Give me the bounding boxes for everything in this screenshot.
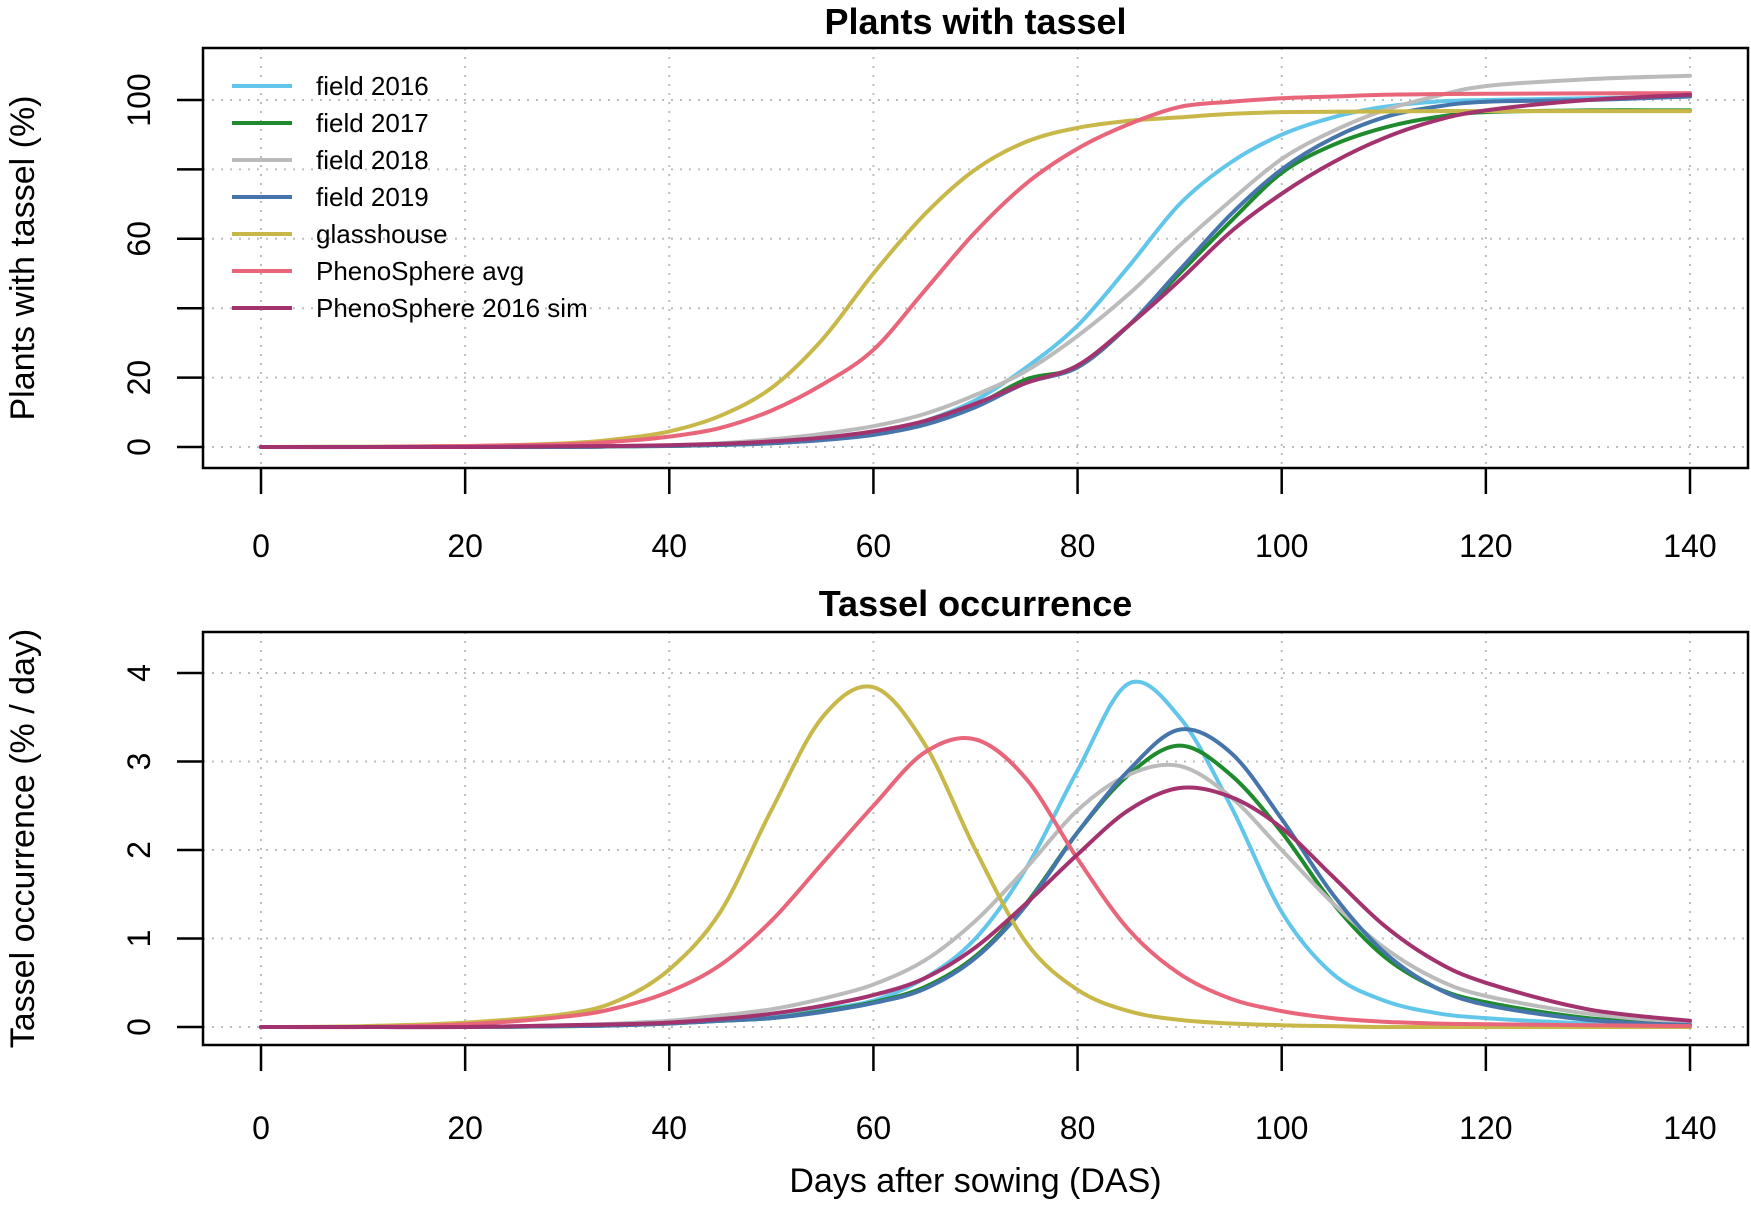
y-tick-label: 20	[121, 360, 157, 396]
x-tick-label: 60	[856, 528, 892, 564]
y-tick-label: 4	[121, 664, 157, 682]
legend-label: field 2018	[316, 145, 429, 175]
x-tick-label: 40	[651, 528, 687, 564]
x-tick-label: 100	[1255, 1110, 1308, 1146]
x-tick-label: 20	[447, 528, 483, 564]
x-tick-label: 80	[1060, 1110, 1096, 1146]
legend-label: glasshouse	[316, 219, 448, 249]
x-tick-label: 0	[252, 528, 270, 564]
series-line-field-2017	[259, 743, 1692, 1030]
series-line-phenosphere-2016-sim	[259, 785, 1692, 1030]
chart-title: Plants with tassel	[824, 1, 1126, 42]
x-axis-title: Days after sowing (DAS)	[789, 1162, 1161, 1200]
panel-tassel-occurrence: 0 20 40 60 80 100 120 140 0 1 2 3 4 Tassel occurrence…	[4, 583, 1750, 1200]
y-tick-label: 1	[121, 930, 157, 948]
series-group	[259, 73, 1692, 450]
x-tick-label: 100	[1255, 528, 1308, 564]
x-tick-label: 0	[252, 1110, 270, 1146]
x-tick-label: 120	[1459, 1110, 1512, 1146]
y-tick-label: 0	[121, 438, 157, 456]
y-tick-label: 0	[121, 1018, 157, 1036]
series-line-phenosphere-avg	[259, 736, 1692, 1030]
series-group	[259, 679, 1692, 1030]
series-line-field-2019	[259, 727, 1692, 1030]
series-line-phenosphere-avg	[259, 91, 1692, 450]
legend-label: field 2019	[316, 182, 429, 212]
series-line-field-2018	[259, 762, 1692, 1030]
legend-label: PhenoSphere 2016 sim	[316, 293, 588, 323]
y-tick-label: 2	[121, 841, 157, 859]
chart-title: Tassel occurrence	[819, 583, 1133, 624]
legend: field 2016 field 2017 field 2018 field 2019…	[232, 71, 588, 323]
x-tick-label: 20	[447, 1110, 483, 1146]
y-axis-title: Tassel occurrence (% / day)	[4, 629, 42, 1049]
plot-frame	[201, 46, 1750, 470]
x-tick-label: 140	[1663, 1110, 1716, 1146]
legend-label: field 2017	[316, 108, 429, 138]
y-axis-title: Plants with tassel (%)	[4, 96, 42, 421]
series-line-phenosphere-2016-sim	[259, 92, 1692, 450]
x-tick-label: 40	[651, 1110, 687, 1146]
legend-label: field 2016	[316, 71, 429, 101]
y-tick-label: 3	[121, 753, 157, 771]
y-tick-label: 60	[121, 221, 157, 257]
y-tick-label: 100	[121, 73, 157, 126]
panel-plants-with-tassel: 0 20 40 60 80 100 120 140 0 20 60 100 Plants with ta…	[4, 1, 1750, 564]
x-tick-label: 80	[1060, 528, 1096, 564]
series-line-glasshouse	[259, 684, 1692, 1030]
legend-label: PhenoSphere avg	[316, 256, 524, 286]
grid-lines	[203, 632, 1748, 1045]
x-tick-label: 120	[1459, 528, 1512, 564]
x-tick-label: 60	[856, 1110, 892, 1146]
x-tick-label: 140	[1663, 528, 1716, 564]
plot-frame	[201, 630, 1750, 1047]
